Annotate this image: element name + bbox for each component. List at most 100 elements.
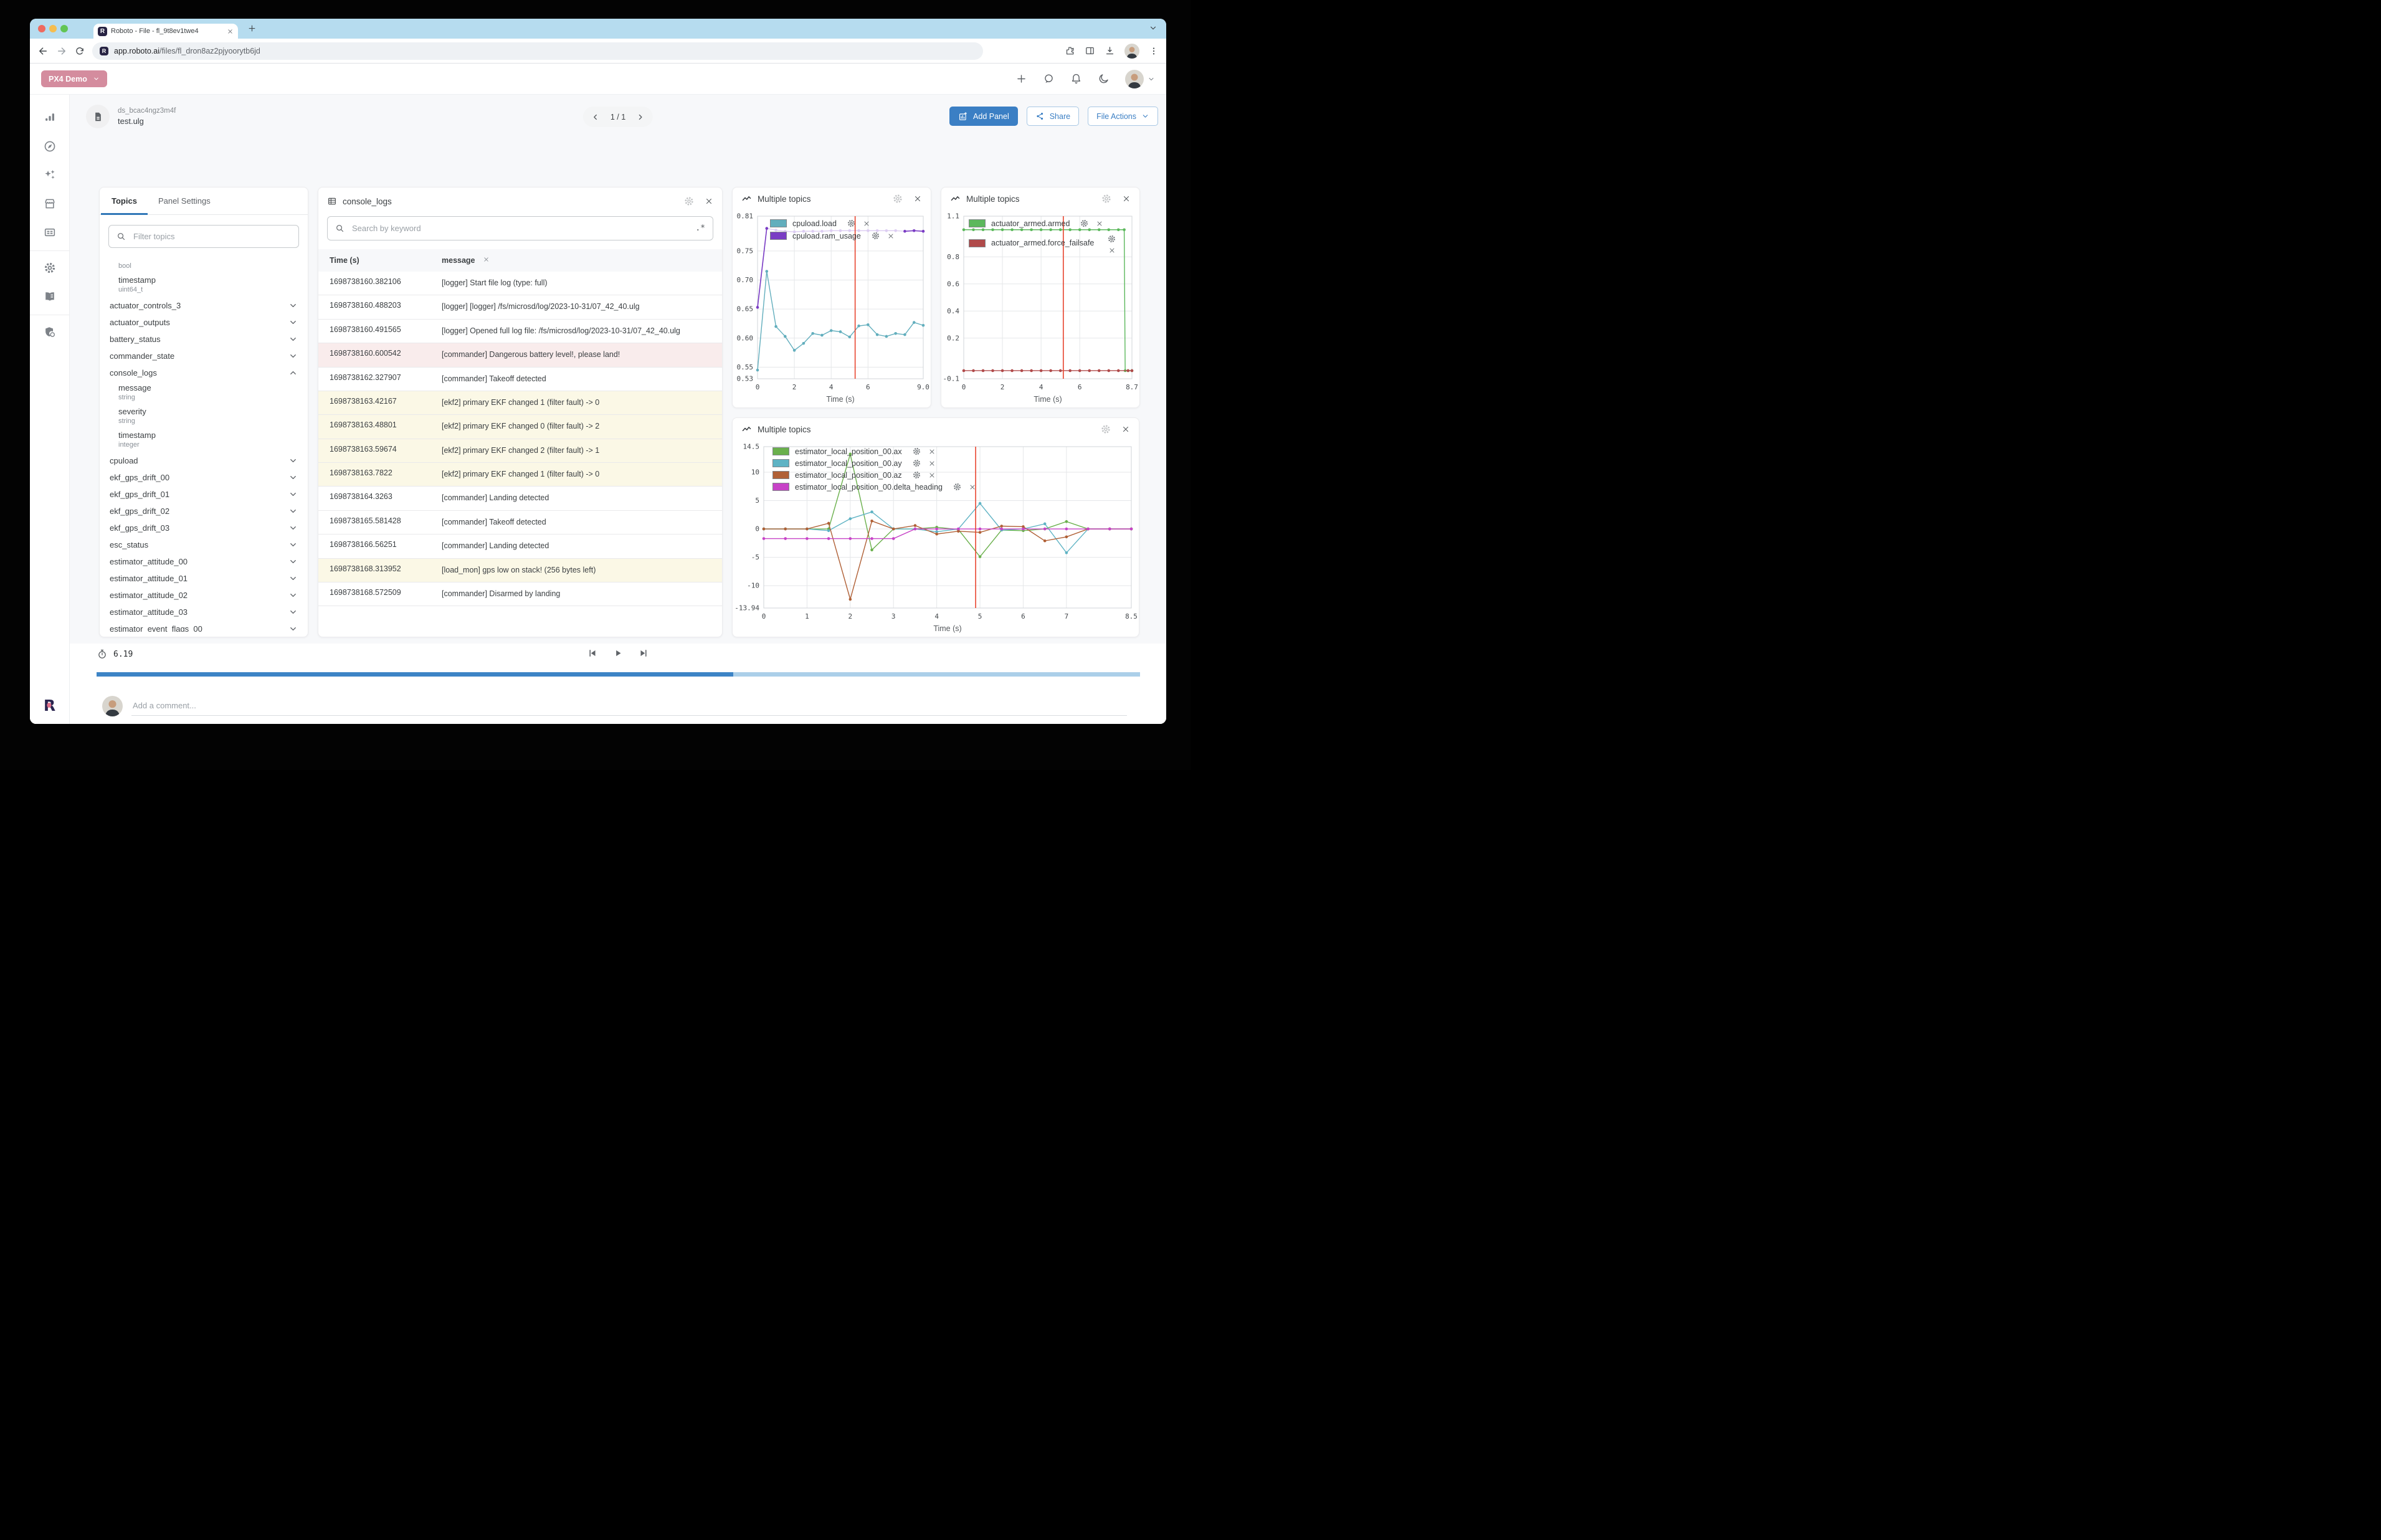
topic-row-estimator_attitude_00[interactable]: estimator_attitude_00 xyxy=(100,553,308,570)
field-name[interactable]: timestamp xyxy=(118,275,156,285)
panel-close-icon[interactable] xyxy=(1121,425,1130,434)
browser-tab[interactable]: R Roboto - File - fl_9t8ev1twe4 xyxy=(93,24,238,39)
skip-to-start-button[interactable] xyxy=(587,648,598,658)
topic-row-cpuload[interactable]: cpuload xyxy=(100,452,308,469)
dark-mode-moon-icon[interactable] xyxy=(1098,73,1110,85)
search-icon[interactable] xyxy=(1043,73,1055,85)
panel-settings-gear-icon[interactable] xyxy=(892,193,903,204)
remove-column-icon[interactable] xyxy=(483,256,490,263)
series-remove-icon[interactable] xyxy=(928,448,936,455)
panel-settings-gear-icon[interactable] xyxy=(683,196,695,207)
series-remove-icon[interactable] xyxy=(887,232,895,240)
console-log-row[interactable]: 1698738164.3263 [commander] Landing detec… xyxy=(318,487,722,511)
sidebar-item-panels[interactable] xyxy=(43,226,57,239)
field-name[interactable]: severity xyxy=(118,407,146,416)
regex-toggle-button[interactable]: .* xyxy=(695,224,705,233)
chevron-down-icon[interactable] xyxy=(288,351,298,361)
tab-search-icon[interactable] xyxy=(1149,24,1157,32)
chevron-down-icon[interactable] xyxy=(288,318,298,327)
extensions-icon[interactable] xyxy=(1065,45,1075,56)
topic-row-ekf_gps_drift_01[interactable]: ekf_gps_drift_01 xyxy=(100,486,308,503)
sidebar-item-ai[interactable] xyxy=(43,168,57,182)
forward-button[interactable] xyxy=(56,45,67,57)
series-remove-icon[interactable] xyxy=(863,220,870,227)
field-name[interactable]: timestamp xyxy=(118,430,156,440)
org-switcher-button[interactable]: PX4 Demo xyxy=(41,70,107,87)
console-log-row[interactable]: 1698738160.488203 [logger] [logger] /fs/m… xyxy=(318,295,722,320)
chevron-down-icon[interactable] xyxy=(288,301,298,310)
topic-row-estimator_event_flags_00[interactable]: estimator_event_flags_00 xyxy=(100,620,308,632)
search-by-keyword-input[interactable] xyxy=(351,223,690,234)
column-message[interactable]: message xyxy=(442,256,711,265)
series-settings-gear-icon[interactable] xyxy=(912,459,921,468)
create-icon[interactable] xyxy=(1015,73,1027,85)
console-log-row[interactable]: 1698738160.600542 [commander] Dangerous b… xyxy=(318,343,722,368)
window-zoom-button[interactable] xyxy=(60,25,68,32)
browser-menu-icon[interactable] xyxy=(1149,46,1159,56)
chevron-down-icon[interactable] xyxy=(288,607,298,617)
play-button[interactable] xyxy=(613,648,624,658)
console-log-row[interactable]: 1698738168.313952 [load_mon] gps low on s… xyxy=(318,558,722,582)
panel-settings-gear-icon[interactable] xyxy=(1101,193,1112,204)
topic-row-actuator_outputs[interactable]: actuator_outputs xyxy=(100,314,308,331)
side-panel-icon[interactable] xyxy=(1085,45,1095,56)
new-tab-button[interactable] xyxy=(247,24,257,33)
series-remove-icon[interactable] xyxy=(1096,220,1103,227)
add-panel-button[interactable]: Add Panel xyxy=(949,107,1018,126)
console-log-row[interactable]: 1698738163.59674 [ekf2] primary EKF chang… xyxy=(318,439,722,463)
tab-topics[interactable]: Topics xyxy=(101,188,148,215)
chart-plot-area[interactable]: 14.5 10 5 0 -5 -10 -13.94 0 1 2 3 4 5 6 7 8.5 Time (s) xyxy=(733,440,1139,637)
chevron-down-icon[interactable] xyxy=(288,540,298,549)
reload-button[interactable] xyxy=(75,46,85,56)
series-settings-gear-icon[interactable] xyxy=(953,482,962,492)
sidebar-item-settings[interactable] xyxy=(43,261,57,275)
browser-profile-avatar[interactable] xyxy=(1124,43,1139,59)
topic-row-ekf_gps_drift_00[interactable]: ekf_gps_drift_00 xyxy=(100,469,308,486)
file-actions-button[interactable]: File Actions xyxy=(1088,107,1158,126)
series-remove-icon[interactable] xyxy=(969,483,976,491)
console-log-row[interactable]: 1698738160.491565 [logger] Opened full lo… xyxy=(318,320,722,344)
series-settings-gear-icon[interactable] xyxy=(1107,234,1116,244)
console-log-row[interactable]: 1698738165.581428 [commander] Takeoff det… xyxy=(318,511,722,535)
field-name[interactable]: message xyxy=(118,383,151,392)
previous-page-icon[interactable] xyxy=(591,113,600,121)
chevron-down-icon[interactable] xyxy=(288,490,298,499)
tab-close-icon[interactable] xyxy=(227,28,234,35)
topic-row-ekf_gps_drift_03[interactable]: ekf_gps_drift_03 xyxy=(100,520,308,536)
chevron-down-icon[interactable] xyxy=(288,574,298,583)
back-button[interactable] xyxy=(37,45,49,57)
chevron-down-icon[interactable] xyxy=(288,557,298,566)
series-settings-gear-icon[interactable] xyxy=(847,219,856,228)
console-log-row[interactable]: 1698738163.42167 [ekf2] primary EKF chang… xyxy=(318,391,722,416)
series-settings-gear-icon[interactable] xyxy=(912,447,921,456)
console-log-row[interactable]: 1698738163.48801 [ekf2] primary EKF chang… xyxy=(318,415,722,439)
topic-row-commander_state[interactable]: commander_state xyxy=(100,348,308,364)
sidebar-item-explore[interactable] xyxy=(43,140,57,153)
chevron-down-icon[interactable] xyxy=(288,624,298,632)
window-close-button[interactable] xyxy=(38,25,45,32)
address-bar[interactable]: R app.roboto.ai/files/fl_dron8az2pjyoory… xyxy=(92,42,983,60)
chevron-down-icon[interactable] xyxy=(288,523,298,533)
user-menu[interactable] xyxy=(1125,69,1155,88)
topic-row-estimator_attitude_01[interactable]: estimator_attitude_01 xyxy=(100,570,308,587)
topic-row-esc_status[interactable]: esc_status xyxy=(100,536,308,553)
chevron-down-icon[interactable] xyxy=(288,335,298,344)
sidebar-item-analytics[interactable] xyxy=(43,110,57,124)
panel-settings-gear-icon[interactable] xyxy=(1100,424,1111,435)
topic-row-battery_status[interactable]: battery_status xyxy=(100,331,308,348)
topic-row-ekf_gps_drift_02[interactable]: ekf_gps_drift_02 xyxy=(100,503,308,520)
chart-plot-area[interactable]: 1.1 0.8 0.6 0.4 0.2 -0.1 0 2 4 6 8.7 Time (s) xyxy=(941,210,1139,407)
skip-to-end-button[interactable] xyxy=(639,648,649,658)
add-comment-input[interactable] xyxy=(131,696,1127,716)
filter-topics-input[interactable] xyxy=(132,231,291,242)
sidebar-item-admin[interactable] xyxy=(43,325,57,339)
series-settings-gear-icon[interactable] xyxy=(1080,219,1089,228)
window-minimize-button[interactable] xyxy=(49,25,57,32)
series-remove-icon[interactable] xyxy=(928,460,936,467)
console-log-row[interactable]: 1698738162.327907 [commander] Takeoff det… xyxy=(318,368,722,391)
share-button[interactable]: Share xyxy=(1026,107,1080,126)
timeline-scrubber[interactable] xyxy=(97,672,1140,677)
chevron-down-icon[interactable] xyxy=(288,456,298,465)
chevron-up-icon[interactable] xyxy=(288,368,298,378)
console-log-row[interactable]: 1698738160.382106 [logger] Start file log… xyxy=(318,272,722,296)
